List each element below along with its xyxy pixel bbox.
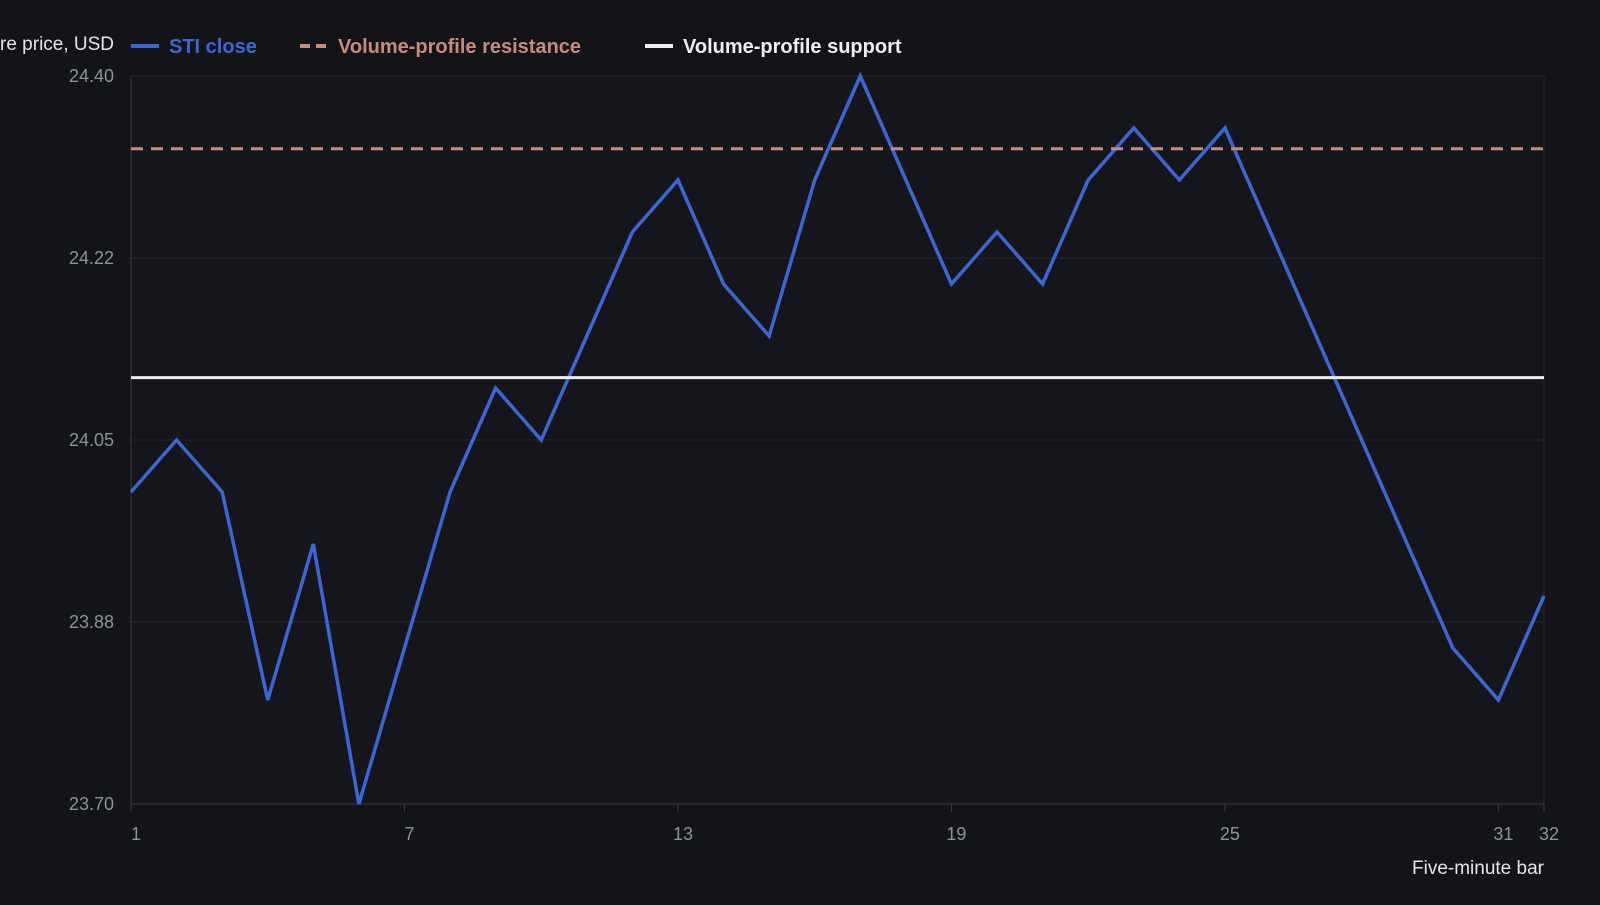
legend-label-2: Volume-profile support	[683, 36, 902, 58]
x-axis-title: Five-minute bar	[1412, 858, 1545, 879]
y-tick-label-3: 24.22	[69, 248, 114, 268]
y-tick-label-1: 23.88	[69, 612, 114, 632]
x-tick-label-0: 1	[131, 824, 141, 844]
legend-label-0: STI close	[169, 36, 257, 58]
x-tick-label-5: 31	[1493, 824, 1513, 844]
legend: STI close Volume-profile resistance Volume…	[131, 36, 902, 58]
y-tick-label-2: 24.05	[69, 430, 114, 450]
x-tick-label-1: 7	[404, 824, 414, 844]
x-tick-label-4: 25	[1220, 824, 1240, 844]
y-axis-title: re price, USD	[0, 34, 114, 55]
tick-labels: 23.70 23.88 24.05 24.22 24.40 1 7 13 19 25 31 32	[69, 66, 1559, 844]
legend-label-1: Volume-profile resistance	[338, 36, 581, 58]
y-tick-label-4: 24.40	[69, 66, 114, 86]
y-tick-label-0: 23.70	[69, 794, 114, 814]
x-tick-label-3: 19	[946, 824, 966, 844]
axes	[130, 76, 1545, 812]
series-line-0	[129, 71, 1546, 805]
x-tick-label-6: 32	[1539, 824, 1559, 844]
series	[129, 71, 1546, 805]
x-tick-label-2: 13	[673, 824, 693, 844]
